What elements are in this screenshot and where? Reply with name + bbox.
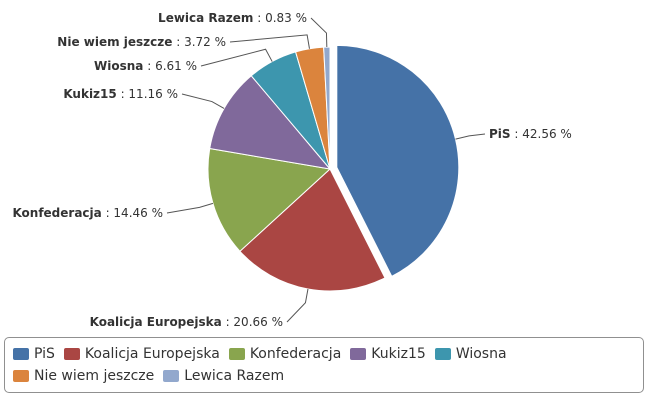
legend-item[interactable]: Lewica Razem — [163, 365, 284, 387]
legend-swatch — [434, 348, 451, 360]
data-label: Lewica Razem : 0.83 % — [158, 11, 307, 25]
legend-item[interactable]: PiS — [13, 343, 55, 365]
label-connector — [455, 133, 486, 140]
legend-swatch — [13, 348, 29, 360]
data-label: Kukiz15 : 11.16 % — [63, 87, 178, 101]
legend-label: Wiosna — [455, 346, 507, 362]
legend-swatch — [228, 348, 245, 360]
legend-item[interactable]: Wiosna — [434, 343, 507, 365]
label-connector — [181, 93, 225, 109]
pie-chart-plot: PiS : 42.56 % Koalicja Europejska : 20.66… — [12, 11, 572, 329]
legend-swatch — [13, 370, 29, 382]
legend-label: Koalicja Europejska — [84, 346, 220, 362]
label-connector — [166, 202, 214, 214]
legend-label: PiS — [34, 346, 55, 362]
data-label: Wiosna : 6.61 % — [94, 59, 197, 73]
data-label: PiS : 42.56 % — [489, 127, 572, 141]
pie-slice-kukiz15[interactable] — [209, 75, 332, 170]
chart-legend: PiS Koalicja Europejska Konfederacja Kukiz1… — [4, 337, 644, 393]
legend-swatch — [350, 348, 367, 360]
pie-slice-koalicja-europejska[interactable] — [239, 168, 386, 292]
pie-slice-konfederacja[interactable] — [207, 147, 332, 252]
label-connector — [229, 34, 310, 49]
legend-item[interactable]: Nie wiem jeszcze — [13, 365, 154, 387]
legend-item[interactable]: Konfederacja — [228, 343, 342, 365]
legend-label: Nie wiem jeszcze — [34, 368, 155, 384]
legend-swatch — [63, 348, 80, 360]
label-connector — [286, 288, 309, 323]
legend-label: Lewica Razem — [184, 368, 285, 384]
data-label: Nie wiem jeszcze : 3.72 % — [57, 35, 226, 49]
legend-label: Konfederacja — [249, 346, 342, 362]
data-label: Konfederacja : 14.46 % — [12, 206, 163, 220]
legend-item[interactable]: Koalicja Europejska — [63, 343, 220, 365]
pie-slice-lewica-razem[interactable] — [323, 46, 331, 170]
label-connector — [200, 48, 273, 67]
data-label: Koalicja Europejska : 20.66 % — [90, 315, 283, 329]
legend-label: Kukiz15 — [371, 346, 426, 362]
label-connector — [310, 17, 328, 48]
legend-item[interactable]: Kukiz15 — [350, 343, 426, 365]
legend-swatch — [163, 370, 180, 382]
